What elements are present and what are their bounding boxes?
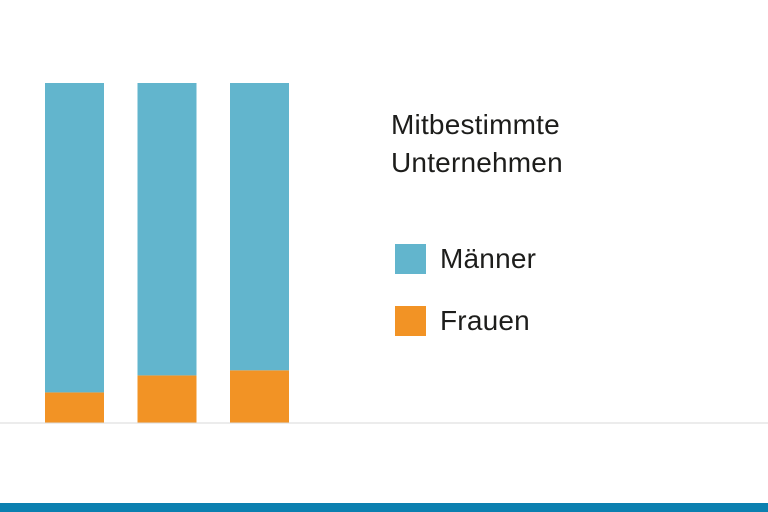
legend-item-frauen: Frauen	[395, 305, 530, 336]
bar-maenner-2	[137, 83, 197, 376]
legend-swatch-frauen	[395, 306, 426, 336]
legend-label-frauen: Frauen	[440, 305, 530, 336]
legend-label-maenner: Männer	[440, 243, 537, 274]
bar-frauen-3	[230, 370, 289, 423]
bars-group	[45, 83, 289, 423]
bar-maenner-3	[230, 83, 289, 371]
footer-accent-bar	[0, 503, 768, 512]
bar-frauen-1	[45, 392, 104, 423]
legend-item-maenner: Männer	[395, 243, 537, 274]
bar-maenner-1	[45, 83, 104, 393]
bar-frauen-2	[137, 375, 197, 423]
legend-swatch-maenner	[395, 244, 426, 274]
legend-title: Mitbestimmte Unternehmen	[391, 109, 563, 178]
